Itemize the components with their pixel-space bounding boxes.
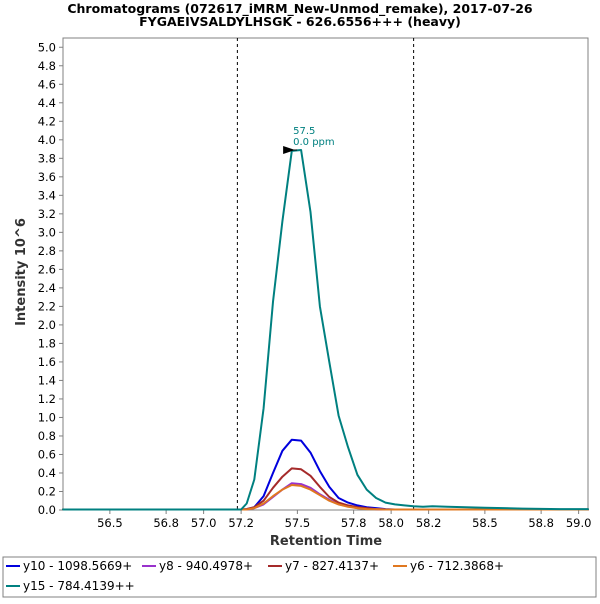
y-tick-label: 1.6 (38, 355, 56, 369)
y-tick-label: 2.8 (38, 244, 56, 258)
x-axis-label: Retention Time (270, 534, 382, 549)
x-tick-label: 58.2 (416, 516, 442, 530)
y-axis-label: Intensity 10^6 (14, 218, 29, 326)
y-tick-label: 2.2 (38, 299, 56, 313)
y-tick-label: 4.6 (38, 77, 56, 91)
y-tick-label: 1.4 (38, 373, 56, 387)
y-tick-label: 0.0 (38, 503, 56, 517)
legend: y10 - 1098.5669+ y8 - 940.4978+ y7 - 827.4… (6, 559, 504, 593)
legend-entry-label: y15 - 784.4139++ (23, 579, 135, 593)
x-tick-label: 56.8 (153, 516, 179, 530)
x-axis: 56.5 56.8 57.0 57.2 57.5 57.8 58.0 58.2 58.5 58.8… (97, 510, 591, 530)
y-tick-label: 4.4 (38, 96, 56, 110)
y-tick-label: 3.0 (38, 225, 56, 239)
y-tick-label: 5.0 (38, 40, 56, 54)
x-tick-label: 58.0 (378, 516, 404, 530)
series-line-y6 (62, 484, 589, 511)
y-tick-label: 2.4 (38, 281, 56, 295)
y-tick-label: 1.2 (38, 392, 56, 406)
x-tick-label: 57.8 (341, 516, 367, 530)
peak-ppm-label: 0.0 ppm (293, 137, 335, 148)
x-tick-label: 58.5 (472, 516, 498, 530)
x-tick-label: 56.5 (97, 516, 123, 530)
x-tick-label: 57.5 (285, 516, 311, 530)
y-tick-label: 3.4 (38, 188, 56, 202)
y-axis: 0.0 0.2 0.4 0.6 0.8 1.0 1.2 1.4 1.6 1.8 2.0 2.2 2.4 2… (38, 40, 63, 517)
chart-title: Chromatograms (072617_iMRM_New-Unmod_rem… (67, 1, 533, 17)
peak-rt-label: 57.5 (293, 126, 315, 137)
plot-area (62, 37, 589, 511)
y-tick-label: 1.8 (38, 336, 56, 350)
y-tick-label: 3.6 (38, 170, 56, 184)
y-tick-label: 0.2 (38, 484, 56, 498)
y-tick-label: 3.2 (38, 207, 56, 221)
y-tick-label: 2.6 (38, 262, 56, 276)
peak-annotation: 57.50.0 ppm (283, 126, 335, 154)
y-tick-label: 3.8 (38, 151, 56, 165)
series-line-y15 (62, 149, 589, 511)
y-tick-label: 1.0 (38, 410, 56, 424)
x-tick-label: 57.2 (228, 516, 254, 530)
series-lines (62, 149, 589, 511)
chart-subtitle: FYGAEIVSALDYLHSGK - 626.6556+++ (heavy) (139, 14, 461, 29)
y-tick-label: 2.0 (38, 318, 56, 332)
y-tick-label: 4.8 (38, 59, 56, 73)
y-tick-label: 4.2 (38, 114, 56, 128)
legend-entry-label: y10 - 1098.5669+ (23, 559, 132, 573)
y-tick-label: 4.0 (38, 133, 56, 147)
legend-entry-label: y7 - 827.4137+ (285, 559, 379, 573)
legend-box (2, 556, 597, 598)
legend-entry-label: y6 - 712.3868+ (410, 559, 504, 573)
integration-boundaries (236, 38, 415, 510)
x-tick-label: 59.0 (566, 516, 592, 530)
x-tick-label: 57.0 (191, 516, 217, 530)
y-tick-label: 0.8 (38, 429, 56, 443)
x-tick-label: 58.8 (528, 516, 554, 530)
y-tick-label: 0.6 (38, 447, 56, 461)
legend-entry-label: y8 - 940.4978+ (159, 559, 253, 573)
y-tick-label: 0.4 (38, 466, 56, 480)
